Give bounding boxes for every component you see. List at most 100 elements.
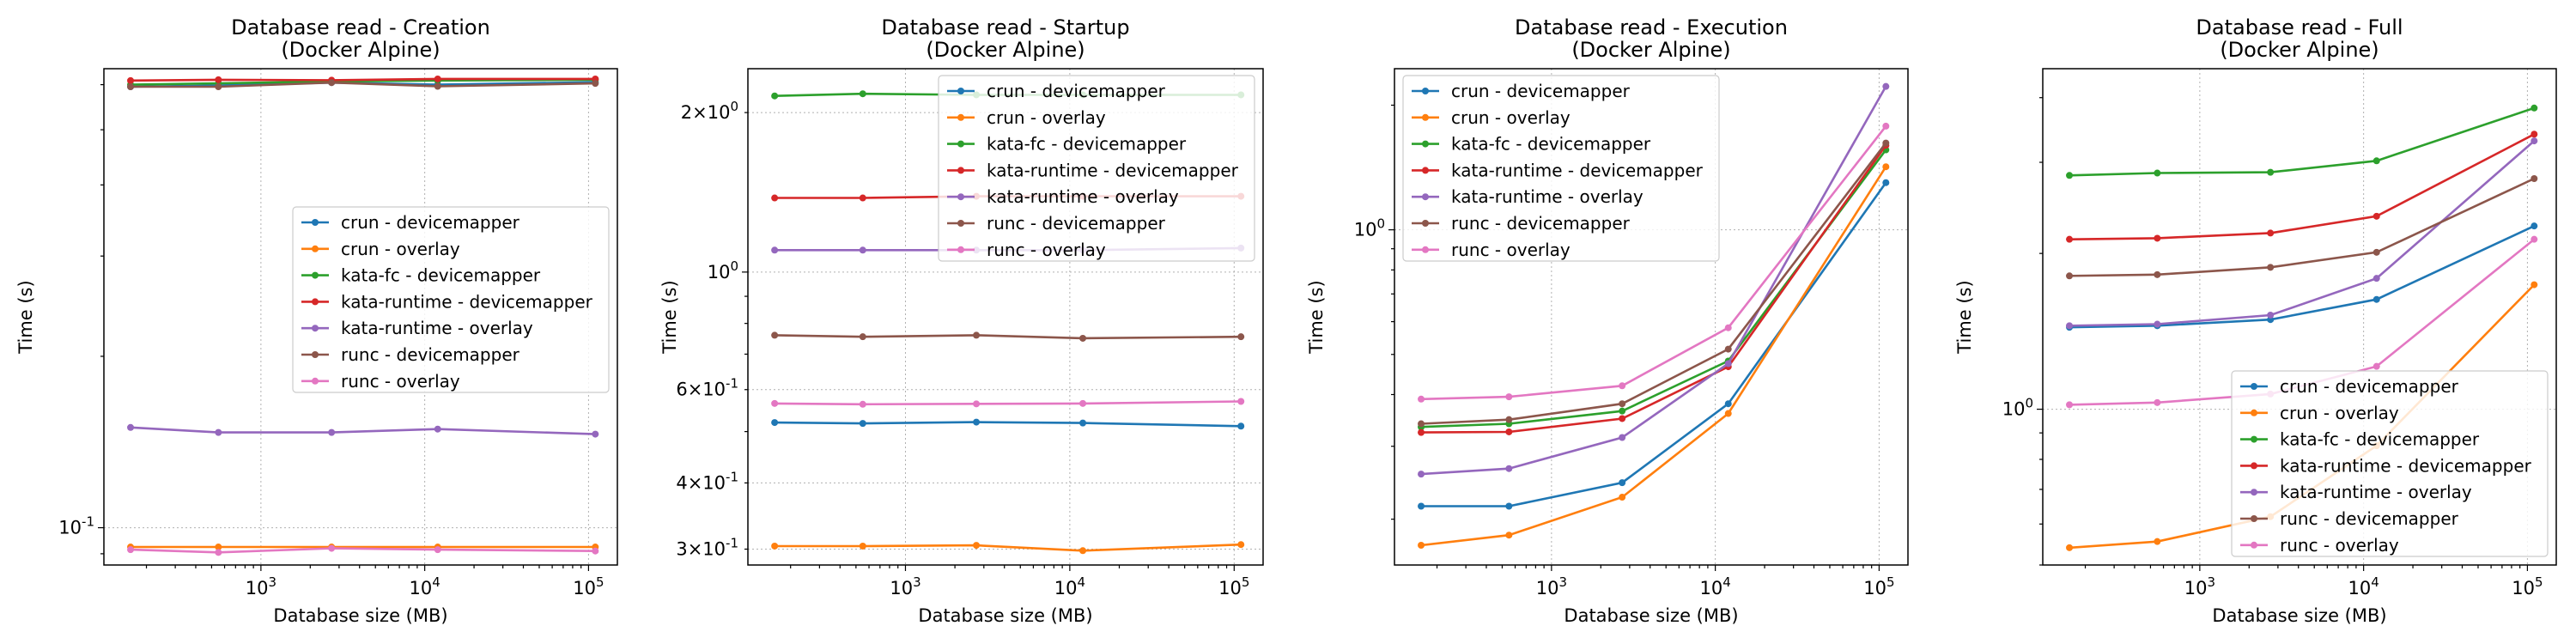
data-point [328,79,336,87]
legend-label: runc - overlay [987,240,1106,260]
x-axis: 103 104 105 [790,565,1249,598]
legend-item-crun-overlay: crun - overlay [1412,107,1571,128]
chart-subtitle: (Docker Alpine) [1571,38,1730,62]
legend-label: crun - devicemapper [2280,376,2459,397]
legend: crun - devicemapper crun - overlay kata-fc… [1402,75,1720,262]
legend-label: crun - overlay [341,239,460,259]
x-tick-label: 104 [2348,574,2379,598]
legend-item-kata-runtime-overlay: kata-runtime - overlay [301,318,533,338]
data-point [1418,502,1425,510]
legend-label: crun - overlay [2280,403,2399,423]
data-point [771,331,779,339]
data-point [434,75,441,82]
x-tick-label: 103 [1536,574,1567,598]
legend-swatch-marker [1422,113,1429,121]
series-runc-overlay [127,544,599,556]
legend-label: kata-runtime - overlay [341,318,533,338]
legend-swatch-marker [1422,220,1429,227]
series-line [775,421,1242,428]
data-point [2066,272,2074,280]
data-point [215,549,222,556]
y-tick-label: 6×10-1 [676,376,738,400]
legend-label: crun - overlay [1451,107,1571,128]
legend-item-runc-overlay: runc - overlay [1412,240,1571,260]
x-tick-label: 103 [890,574,920,598]
data-point [1079,334,1087,342]
data-point [2530,235,2538,243]
data-point [859,400,866,408]
data-point [328,428,336,436]
data-point [2066,544,2074,551]
legend-item-crun-devicemapper: crun - devicemapper [301,212,520,233]
data-point [859,333,866,341]
legend-item-crun-devicemapper: crun - devicemapper [1412,81,1631,101]
data-point [2154,169,2161,177]
data-point [2066,235,2074,243]
legend-swatch-marker [957,140,964,148]
data-point [771,419,779,427]
y-tick-label: 100 [1354,216,1385,240]
legend: crun - devicemapper crun - overlay kata-fc… [2231,370,2549,557]
chart-title: Database read - Execution [1515,15,1788,39]
data-point [1882,179,1890,186]
data-point [1882,122,1890,130]
legend-label: kata-runtime - devicemapper [2280,455,2532,476]
legend-item-runc-devicemapper: runc - devicemapper [2240,508,2459,529]
legend-label: runc - overlay [2280,535,2399,556]
data-point [2530,131,2538,138]
legend-swatch-marker [1422,140,1429,148]
legend-item-kata-runtime-devicemapper: kata-runtime - devicemapper [301,291,593,312]
x-tick-label: 103 [2184,574,2215,598]
x-tick-label: 105 [573,574,604,598]
data-point [215,428,222,436]
data-point [1724,410,1732,417]
data-point [2530,281,2538,289]
legend-item-runc-devicemapper: runc - devicemapper [947,213,1166,234]
x-axis-label: Database size (MB) [273,605,447,626]
data-point [2154,398,2161,406]
legend-swatch-marker [1422,167,1429,174]
legend-item-kata-runtime-overlay: kata-runtime - overlay [2240,482,2472,502]
legend-swatch-marker [312,325,319,332]
data-point [2372,295,2380,303]
data-point [1237,333,1245,341]
data-point [1724,324,1732,331]
legend-item-runc-devicemapper: runc - devicemapper [1412,213,1631,234]
legend-box [292,206,610,393]
data-point [215,76,222,83]
data-point [2372,248,2380,256]
grid [104,69,617,565]
data-point [771,194,779,202]
data-point [592,547,599,555]
legend-swatch-marker [957,113,964,121]
data-point [2267,168,2275,176]
legend-label: kata-fc - devicemapper [2280,429,2480,450]
x-axis: 103 104 105 [145,565,605,598]
y-axis: 100 [2002,97,2043,566]
series-line [2069,106,2535,177]
legend: crun - devicemapper crun - overlay kata-fc… [938,75,1255,262]
data-point [1619,400,1626,408]
legend-label: runc - overlay [1451,240,1571,260]
y-axis: 2×100 100 6×10-1 4×10-1 3×10-1 [676,99,748,560]
data-point [771,542,779,550]
data-point [859,542,866,550]
data-point [2154,234,2161,242]
data-point [973,542,981,550]
x-tick-label: 105 [1218,574,1249,598]
legend-item-kata-fc-devicemapper: kata-fc - devicemapper [947,134,1187,155]
legend-swatch-marker [312,377,319,385]
legend-item-kata-fc-devicemapper: kata-fc - devicemapper [2240,429,2480,450]
data-point [859,420,866,428]
legend-label: kata-runtime - overlay [1451,186,1643,207]
legend-item-kata-fc-devicemapper: kata-fc - devicemapper [1412,134,1651,155]
legend-label: kata-runtime - devicemapper [987,160,1239,180]
data-point [2154,538,2161,545]
x-axis: 103 104 105 [1436,565,1895,598]
legend-label: kata-runtime - devicemapper [341,291,593,312]
data-point [328,544,336,552]
y-tick-label: 2×100 [681,99,738,123]
data-point [1418,428,1425,436]
legend-item-kata-runtime-devicemapper: kata-runtime - devicemapper [1412,160,1704,180]
legend-label: kata-runtime - devicemapper [1451,160,1704,180]
